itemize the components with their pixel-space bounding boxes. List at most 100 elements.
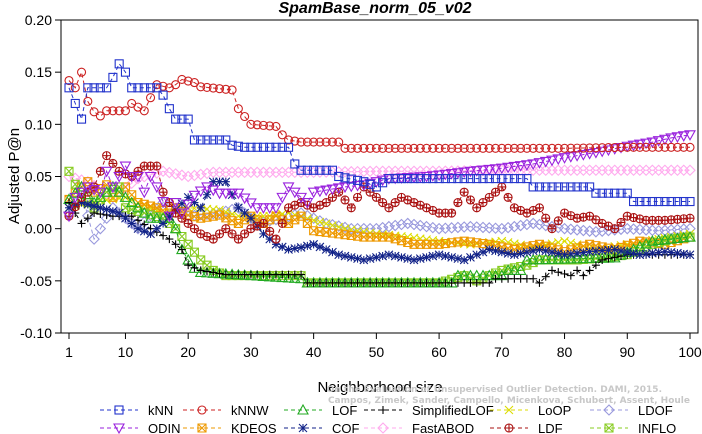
point-odin (339, 182, 351, 194)
x-tick-label: 90 (619, 344, 635, 360)
point-ldf (271, 234, 281, 244)
legend-item-lof: LOF (284, 403, 357, 418)
x-tick-label: 100 (678, 344, 702, 360)
point-cof (346, 252, 356, 262)
x-tick-label: 40 (306, 344, 322, 360)
point-knn (641, 196, 651, 207)
legend-item-ldof: LDOF (590, 403, 673, 418)
point-knnw (403, 143, 413, 153)
point-cof (685, 250, 695, 260)
point-ldf (390, 198, 400, 208)
point-odin (295, 192, 308, 204)
point-knn (189, 135, 200, 145)
point-knn (108, 72, 118, 82)
point-knn (566, 182, 576, 192)
point-lof (533, 253, 546, 265)
point-knnw (409, 143, 419, 153)
point-knn (528, 182, 538, 192)
point-knn (171, 114, 181, 124)
point-knnw (252, 120, 262, 130)
point-knn (572, 182, 582, 192)
point-cof (95, 203, 105, 213)
point-odin (276, 192, 289, 204)
point-ldof (94, 222, 107, 235)
x-tick-label: 1 (65, 344, 73, 360)
point-knn (283, 142, 294, 152)
point-ldf (340, 195, 350, 205)
point-knnw (120, 106, 131, 116)
point-ldof (395, 218, 408, 231)
point-cof (591, 246, 601, 256)
point-simplifiedlof (209, 268, 218, 277)
point-knnw (378, 143, 388, 153)
series-line-knnw (68, 70, 690, 149)
point-ldof (452, 221, 464, 234)
point-knn (547, 182, 557, 192)
watermark-line-1: Campos, Zimek, Sander, Campello, Micenko… (328, 396, 690, 406)
point-lof (508, 264, 521, 275)
point-cof (152, 224, 162, 234)
point-knn (277, 142, 287, 152)
point-odin (483, 164, 496, 176)
point-knnw (440, 143, 450, 153)
point-ldf (547, 224, 557, 234)
point-ldof (521, 218, 533, 231)
point-knn (340, 173, 350, 183)
point-cof (535, 245, 544, 254)
point-cof (221, 177, 231, 187)
y-tick-label: 0.20 (25, 12, 52, 28)
point-knnw (566, 143, 576, 153)
point-knn (622, 188, 632, 198)
point-knn (660, 196, 670, 207)
point-ldf (553, 216, 563, 226)
point-knn (334, 171, 344, 182)
point-ldf (459, 187, 469, 197)
point-odin (633, 139, 646, 151)
point-knnw (340, 143, 350, 153)
point-lof (251, 269, 264, 281)
legend-item-loop: LoOP (490, 403, 571, 418)
point-cof (553, 249, 563, 258)
point-cof (359, 255, 369, 265)
point-lof (288, 272, 301, 283)
point-ldf (152, 161, 162, 171)
point-cof (503, 249, 513, 258)
point-cof (158, 219, 168, 228)
legend-item-ldf: LDF (490, 421, 563, 434)
legend-label: SimplifiedLOF (412, 403, 494, 418)
point-odin (69, 192, 82, 204)
point-cof (434, 250, 444, 260)
point-cof (585, 247, 595, 257)
x-tick-label: 50 (369, 344, 385, 360)
point-knnw (647, 142, 657, 152)
point-ldof (383, 220, 395, 233)
point-cof (610, 245, 620, 254)
point-lof (150, 212, 163, 223)
point-ldof (220, 205, 232, 218)
point-cof (647, 248, 657, 258)
point-cof (478, 247, 488, 257)
point-lof (138, 206, 151, 218)
point-odin (520, 160, 533, 171)
point-ldf (189, 224, 200, 234)
point-knnw (240, 111, 250, 122)
point-ldof (282, 210, 295, 223)
point-odin (345, 181, 358, 193)
point-ldf (371, 192, 381, 202)
point-odin (94, 187, 107, 199)
point-knnw (145, 93, 156, 103)
point-odin (558, 153, 571, 164)
point-cof (265, 234, 275, 244)
point-knnw (679, 142, 689, 152)
point-cof (190, 198, 199, 207)
point-knnw (553, 143, 563, 153)
point-ldof (590, 226, 602, 238)
point-ldf (484, 192, 494, 202)
legend-label: KDEOS (231, 421, 277, 434)
point-cof (472, 250, 482, 260)
point-lof (658, 233, 671, 245)
point-ldof (514, 219, 527, 232)
point-lof (677, 231, 690, 243)
point-ldof (508, 220, 521, 233)
point-knn (685, 196, 695, 207)
